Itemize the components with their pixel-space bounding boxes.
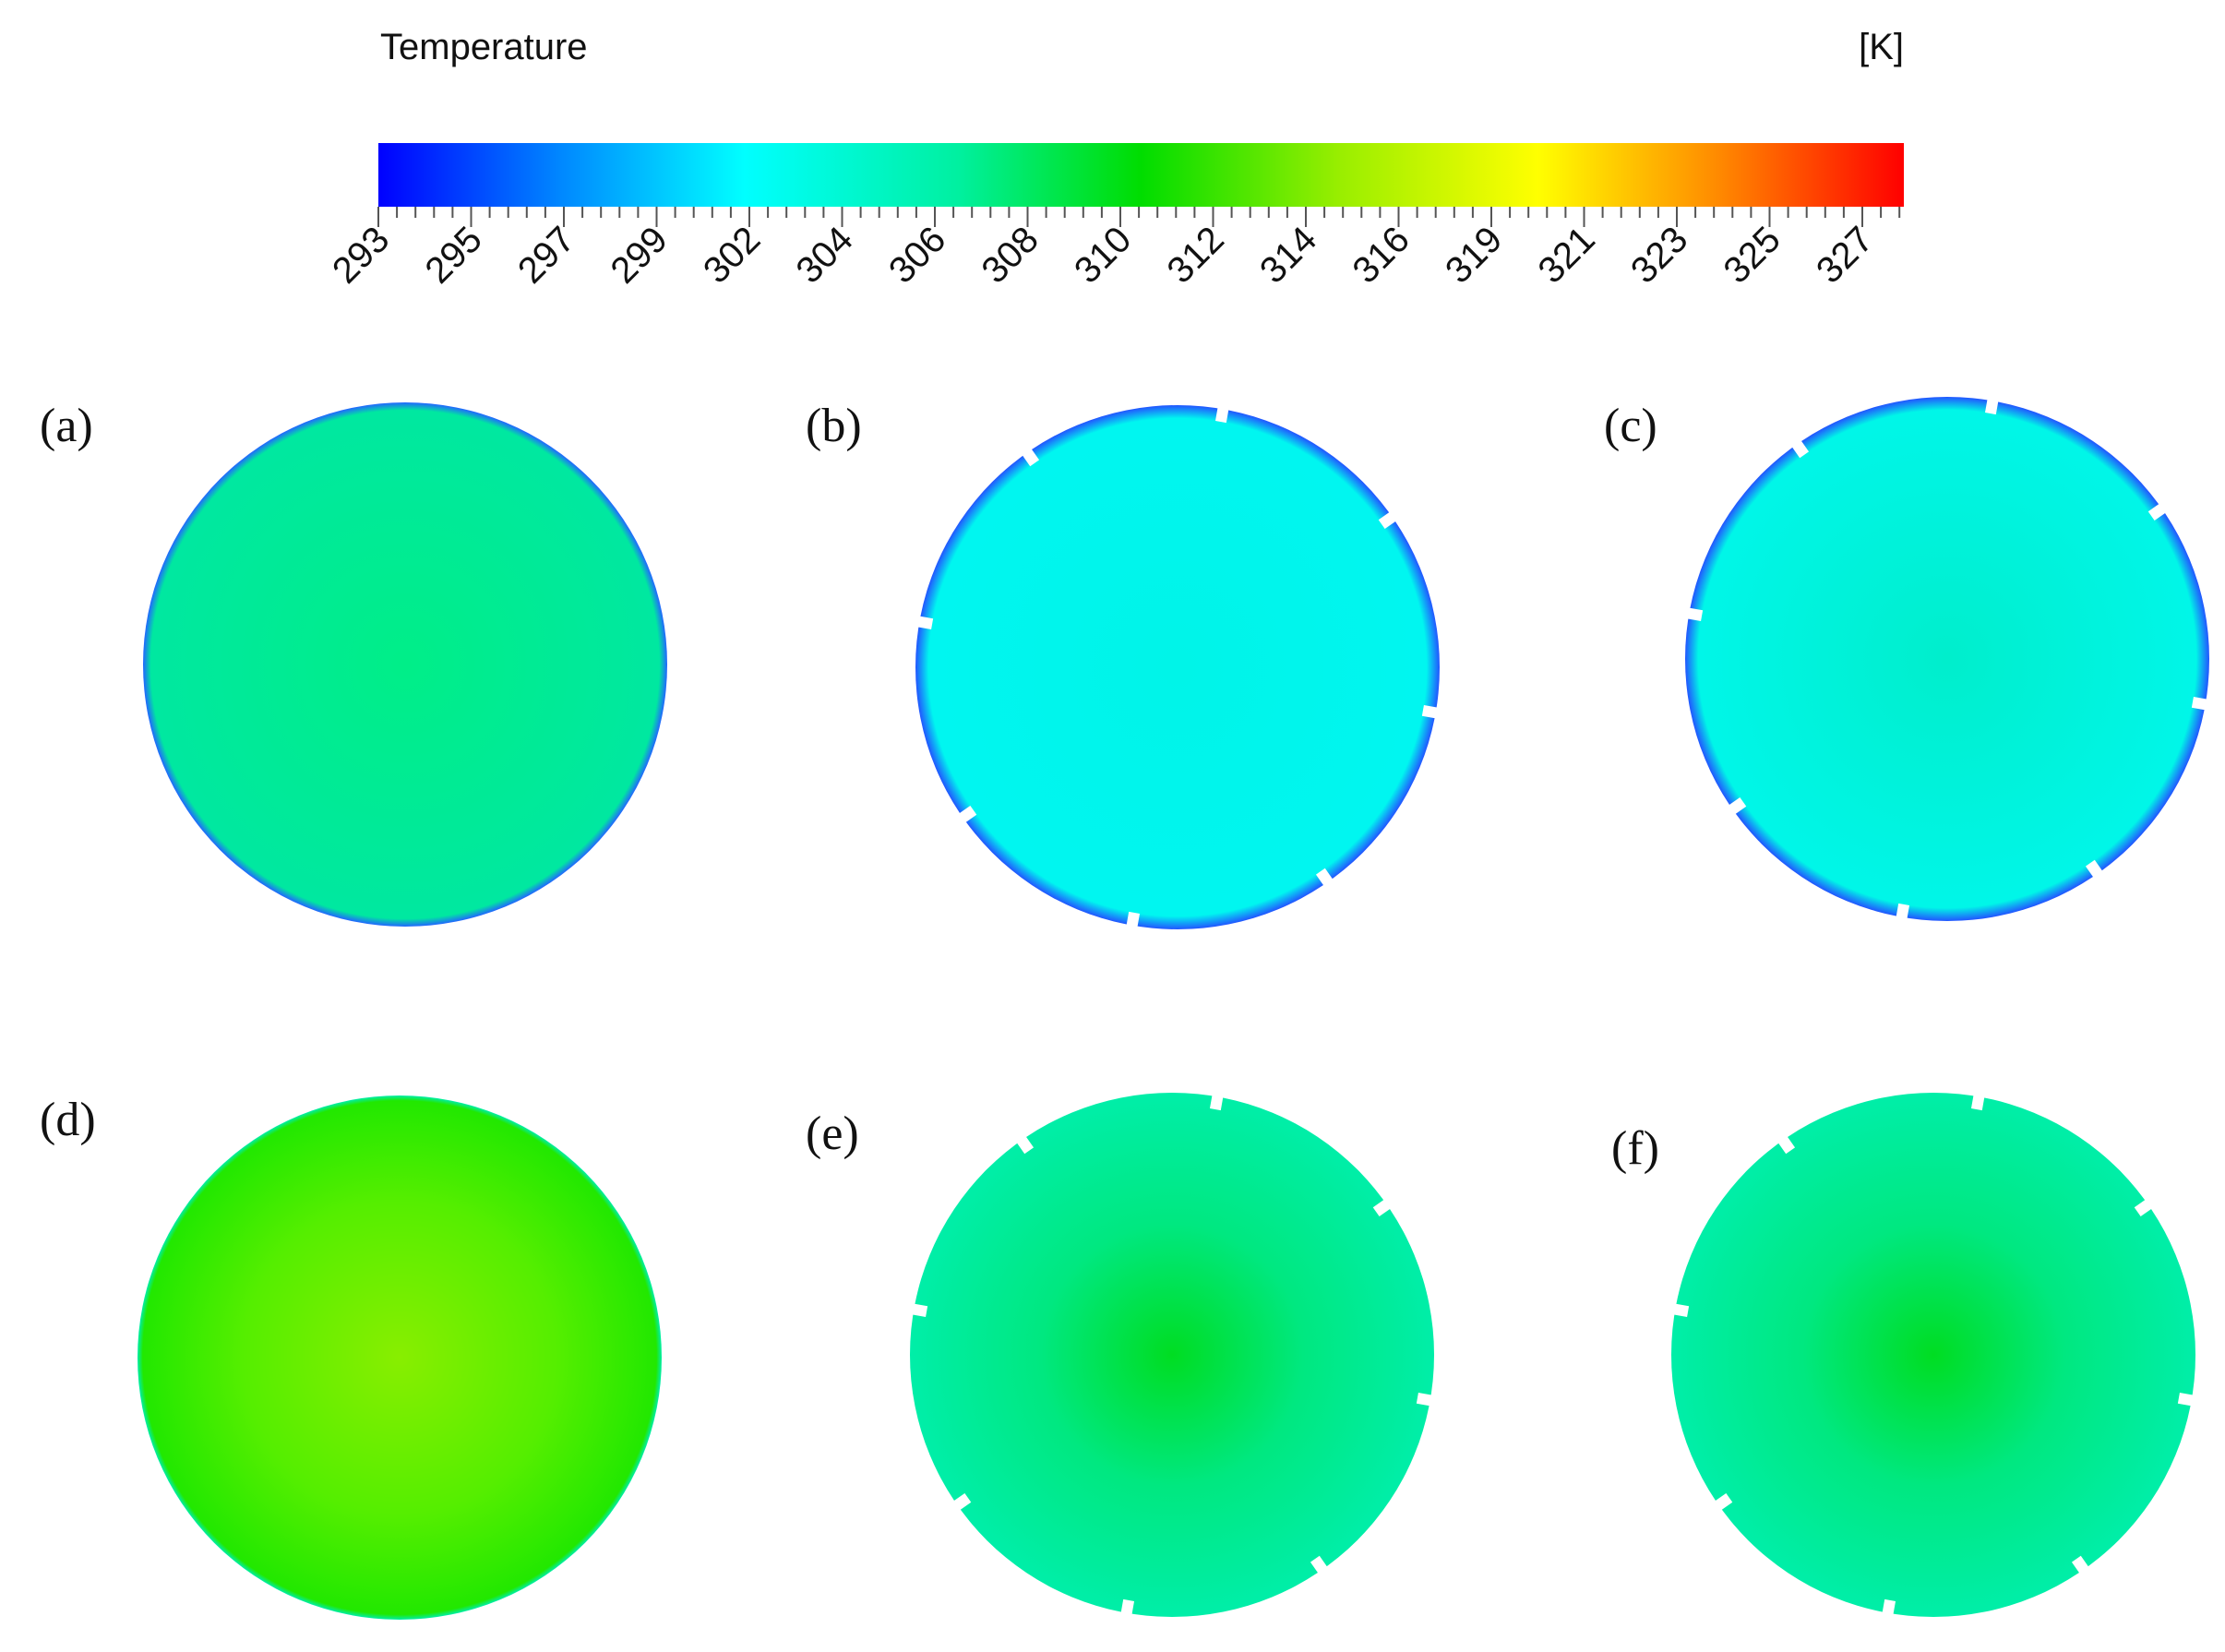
contour-disk (1685, 397, 2209, 921)
panel-label: (a) (40, 400, 93, 452)
panels: (a) (b) (c) (d) (e) (f) (40, 394, 2212, 1620)
tick-label: 316 (1346, 219, 1418, 291)
notch (1019, 445, 1040, 467)
notch (1315, 868, 1336, 890)
notch (1711, 1492, 1733, 1514)
notch (950, 1492, 972, 1514)
tick-label: 319 (1438, 219, 1510, 291)
notch (2085, 859, 2106, 881)
notch (2147, 500, 2170, 521)
notch (2134, 1196, 2156, 1217)
notch (1682, 606, 1704, 622)
tick-label: 306 (881, 219, 953, 291)
notch (2071, 1555, 2092, 1577)
notch (2177, 1392, 2198, 1407)
notch (1372, 1196, 1394, 1217)
notch (1378, 509, 1400, 530)
contour-disk (138, 1095, 662, 1620)
panel-label: (b) (806, 400, 862, 452)
colorbar (378, 143, 1904, 207)
tick-label: 314 (1252, 219, 1324, 291)
panel-label: (f) (1611, 1122, 1659, 1175)
contour-disk (143, 402, 667, 927)
tick-label: 312 (1160, 219, 1232, 291)
panel-label: (c) (1604, 400, 1657, 452)
contour-disk (915, 405, 1440, 929)
notch (1881, 1598, 1896, 1620)
notch (1416, 1392, 1437, 1407)
notch (1125, 911, 1141, 932)
notch (1013, 1132, 1035, 1155)
notch (1209, 1090, 1225, 1111)
notch (1984, 394, 2000, 415)
notch (1970, 1090, 1986, 1111)
tick-label: 327 (1809, 219, 1881, 291)
tick-label: 323 (1623, 219, 1695, 291)
notch (1775, 1132, 1796, 1155)
contour-disk (1671, 1093, 2195, 1617)
panel-label: (d) (40, 1094, 96, 1146)
notch (2191, 696, 2212, 712)
notch (913, 615, 934, 630)
notch (1788, 437, 1810, 459)
notch (1310, 1555, 1331, 1577)
tick-label: 308 (975, 219, 1047, 291)
tick-label: 325 (1717, 219, 1788, 291)
tick-label: 293 (325, 219, 397, 291)
notch (907, 1302, 928, 1318)
contour-disk (910, 1093, 1434, 1617)
tick-label: 297 (510, 219, 582, 291)
notch (1669, 1302, 1690, 1318)
legend-unit: [K] (1859, 27, 1904, 67)
notch (1119, 1598, 1135, 1620)
notch (1725, 796, 1747, 818)
legend-title: Temperature (380, 27, 588, 67)
tick-label: 304 (789, 219, 861, 291)
notch (1421, 704, 1442, 720)
notch (1895, 903, 1910, 924)
notch (955, 805, 977, 826)
tick-label: 295 (418, 219, 490, 291)
tick-label: 302 (696, 219, 768, 291)
tick-label: 310 (1067, 219, 1139, 291)
panel-label: (e) (806, 1107, 859, 1160)
tick-label: 321 (1531, 219, 1603, 291)
tick-label: 299 (604, 219, 676, 291)
colorbar-ticks: 293 295 297 299 302 304 306 308 310 312 314 316 319 3… (325, 207, 1901, 292)
notch (1214, 402, 1230, 424)
